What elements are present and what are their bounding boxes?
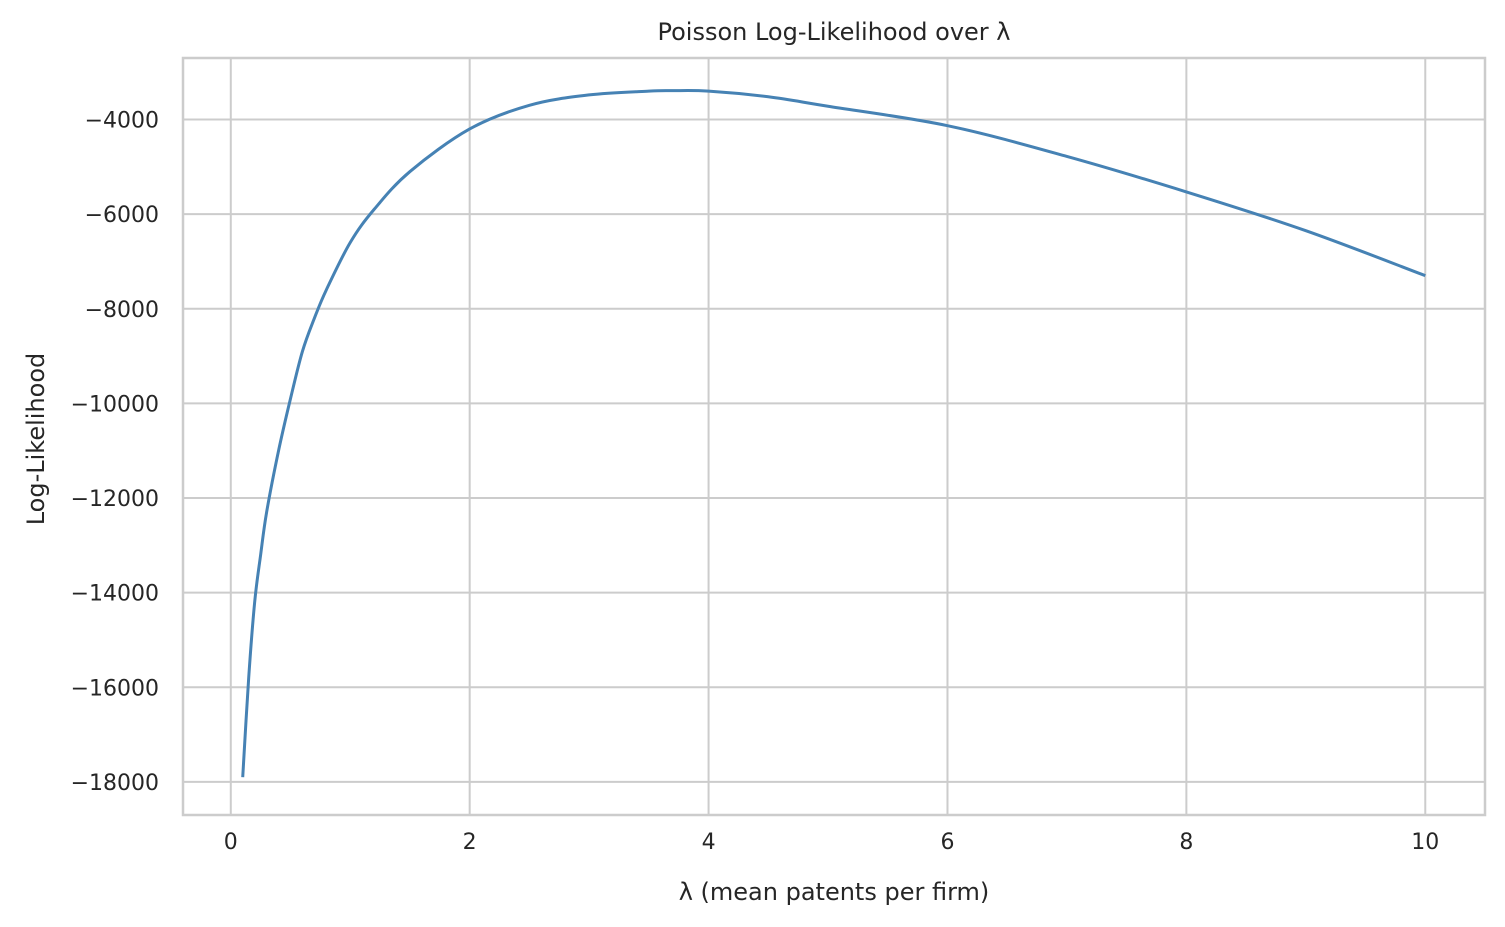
y-tick-labels: −4000 −6000 −8000 −10000 −12000 −14000 −16000 −… (71, 109, 159, 796)
x-gridlines (229, 58, 1427, 815)
y-tick-label: −10000 (71, 392, 159, 417)
plot-frame (181, 56, 1487, 817)
x-tick-label: 0 (224, 830, 238, 855)
x-tick-label: 4 (702, 830, 716, 855)
y-tick-label: −16000 (71, 676, 159, 701)
x-tick-label: 8 (1179, 830, 1193, 855)
y-tick-label: −4000 (85, 109, 159, 134)
y-tick-label: −6000 (85, 203, 159, 228)
x-tick-labels: 0 2 4 6 8 10 (224, 830, 1439, 855)
x-axis-title: λ (mean patents per firm) (679, 878, 990, 906)
chart-title: Poisson Log-Likelihood over λ (657, 18, 1010, 46)
x-tick-label: 10 (1411, 830, 1439, 855)
y-gridlines (183, 118, 1485, 783)
series-line (241, 88, 1426, 778)
x-tick-label: 6 (940, 830, 954, 855)
y-tick-label: −12000 (71, 487, 159, 512)
y-axis-title: Log-Likelihood (22, 353, 50, 526)
y-tick-label: −18000 (71, 771, 159, 796)
x-tick-label: 2 (463, 830, 477, 855)
y-tick-label: −14000 (71, 582, 159, 607)
series-group (241, 88, 1426, 778)
y-tick-label: −8000 (85, 298, 159, 323)
